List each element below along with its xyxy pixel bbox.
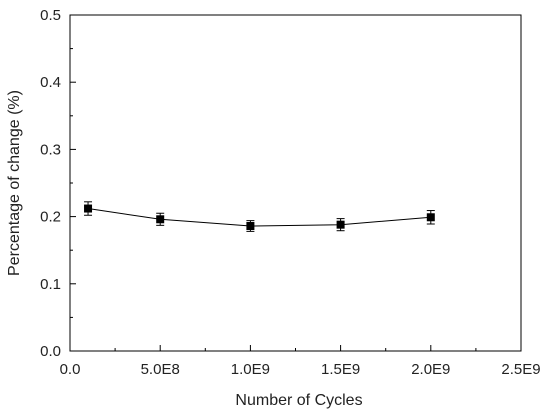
y-tick-label: 0.2 [40,209,61,226]
data-point [84,204,93,213]
x-tick-label: 1.0E9 [231,361,270,378]
x-tick-label: 1.5E9 [321,361,360,378]
data-point [246,222,255,231]
y-tick-label: 0.4 [40,74,61,91]
x-axis-title: Number of Cycles [235,392,362,409]
x-axis-ticks: 0.0 5.0E8 1.0E9 1.5E9 2.0E9 2.5E9 [60,345,541,378]
x-tick-label: 0.0 [60,361,81,378]
y-tick-label: 0.3 [40,141,61,158]
data-point [426,213,435,222]
plot-frame [69,14,522,352]
x-tick-label: 5.0E8 [141,361,180,378]
y-tick-label: 0.5 [40,7,61,24]
series-layer [84,201,435,232]
y-tick-label: 0.1 [40,276,61,293]
x-tick-label: 2.5E9 [501,361,540,378]
data-point [156,215,165,224]
y-tick-label: 0.0 [40,343,61,360]
x-tick-label: 2.0E9 [411,361,450,378]
y-axis-title: Percentage of change (%) [6,90,23,276]
y-axis-ticks: 0.0 0.1 0.2 0.3 0.4 0.5 [40,7,76,360]
data-point [336,220,345,229]
series-line [87,208,431,227]
